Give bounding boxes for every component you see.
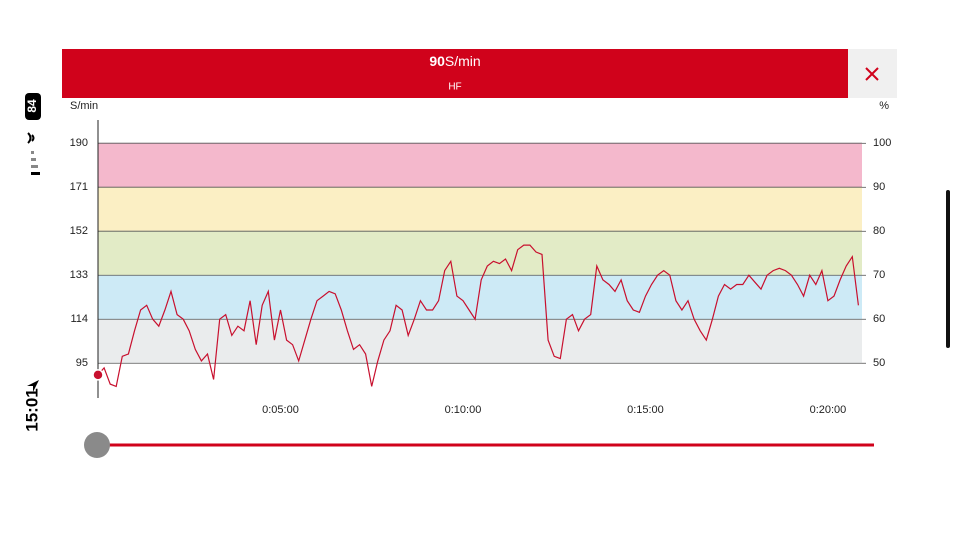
header-reading: 90S/min bbox=[429, 53, 480, 69]
zone bbox=[98, 143, 862, 188]
close-icon[interactable] bbox=[865, 67, 879, 81]
zone bbox=[98, 187, 862, 232]
battery-icon bbox=[25, 93, 41, 120]
header-unit: S/min bbox=[445, 53, 481, 69]
signal-icon bbox=[31, 151, 40, 175]
y-tick-label: 152 bbox=[70, 225, 88, 237]
status-bar: 15:01 84 bbox=[22, 93, 41, 432]
zone bbox=[98, 319, 862, 364]
y2-tick-label: 100 bbox=[873, 137, 891, 149]
y-axis-label: S/min bbox=[70, 100, 98, 112]
y-tick-label: 114 bbox=[70, 313, 88, 325]
y-tick-label: 133 bbox=[70, 269, 88, 281]
y-tick-label: 171 bbox=[70, 181, 88, 193]
location-icon bbox=[27, 380, 39, 392]
y-tick-label: 95 bbox=[76, 357, 88, 369]
status-time: 15:01 bbox=[22, 388, 41, 431]
slider-knob[interactable] bbox=[84, 432, 110, 458]
current-point bbox=[92, 369, 104, 381]
header-value: 90 bbox=[429, 53, 445, 69]
x-tick-label: 0:05:00 bbox=[262, 404, 299, 416]
header-bar bbox=[62, 49, 848, 98]
y2-tick-label: 80 bbox=[873, 225, 885, 237]
zone bbox=[98, 231, 862, 276]
y-tick-label: 190 bbox=[70, 137, 88, 149]
x-tick-label: 0:20:00 bbox=[810, 404, 847, 416]
y2-tick-label: 60 bbox=[873, 313, 885, 325]
y2-axis-label: % bbox=[879, 100, 889, 112]
scrollbar bbox=[946, 190, 950, 348]
x-tick-label: 0:10:00 bbox=[445, 404, 482, 416]
x-tick-label: 0:15:00 bbox=[627, 404, 664, 416]
zone bbox=[98, 275, 862, 320]
y2-tick-label: 70 bbox=[873, 269, 885, 281]
plot: 95 114 133 152 171 190 50 60 70 80 90 100 0:05:00 0:1… bbox=[70, 120, 891, 416]
header-label: HF bbox=[448, 82, 461, 93]
close-button[interactable] bbox=[848, 49, 897, 98]
y2-tick-label: 90 bbox=[873, 181, 885, 193]
wifi-icon bbox=[27, 132, 35, 144]
battery-level: 84 bbox=[25, 99, 39, 113]
y2-tick-label: 50 bbox=[873, 357, 885, 369]
heart-rate-line bbox=[97, 244, 859, 388]
